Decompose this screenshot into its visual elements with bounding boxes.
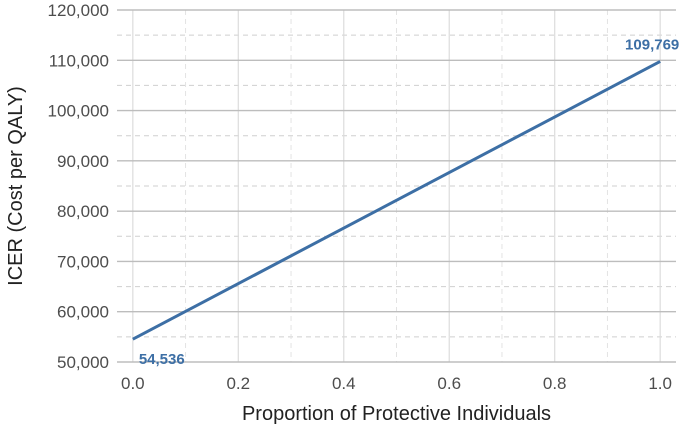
y-tick-label: 120,000 <box>48 1 109 20</box>
y-axis-title: ICER (Cost per QALY) <box>5 86 27 286</box>
x-axis-title: Proportion of Protective Individuals <box>242 403 551 425</box>
data-label: 54,536 <box>139 351 185 368</box>
x-tick-label: 1.0 <box>648 374 672 393</box>
x-tick-label: 0.4 <box>332 374 356 393</box>
y-tick-label: 110,000 <box>49 51 109 70</box>
y-tick-label: 60,000 <box>57 303 109 322</box>
x-tick-label: 0.0 <box>121 374 145 393</box>
x-tick-label: 0.6 <box>437 374 461 393</box>
minor-gridlines <box>117 10 676 362</box>
major-gridlines <box>117 9 676 363</box>
x-tick-label: 0.2 <box>226 374 250 393</box>
y-axis-ticks: 50,000 60,000 70,000 80,000 90,000 100,000 110… <box>48 1 109 372</box>
x-axis-ticks: 0.0 0.2 0.4 0.6 0.8 1.0 <box>121 374 672 393</box>
y-tick-label: 80,000 <box>57 202 109 221</box>
y-tick-label: 100,000 <box>48 102 109 121</box>
series-layer <box>132 60 661 341</box>
y-tick-label: 90,000 <box>57 152 109 171</box>
y-tick-label: 70,000 <box>57 252 109 271</box>
x-tick-label: 0.8 <box>543 374 567 393</box>
data-label: 109,769 <box>625 36 679 53</box>
y-tick-label: 50,000 <box>57 353 109 372</box>
annotation-layer: 54,536 109,769 <box>139 36 679 368</box>
series-line <box>132 60 661 341</box>
